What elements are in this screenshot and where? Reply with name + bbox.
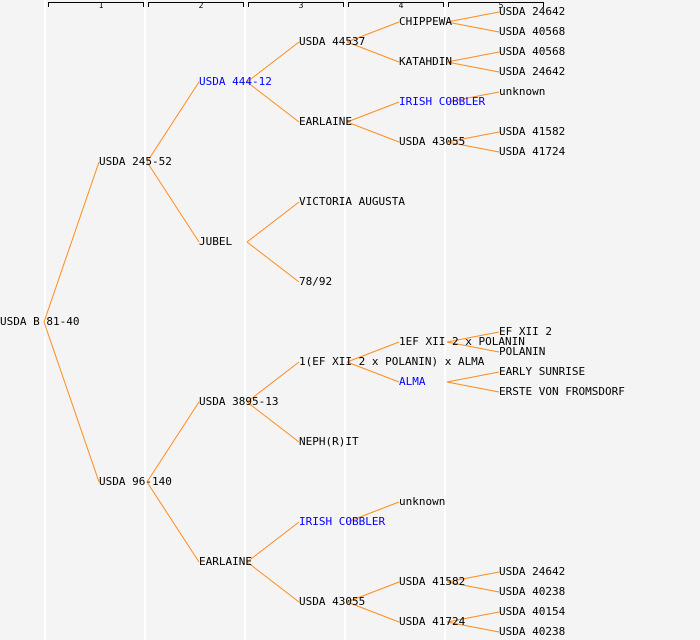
pedigree-link-line xyxy=(446,371,500,383)
pedigree-link-line xyxy=(446,571,500,583)
generation-bracket xyxy=(448,2,544,7)
generation-bracket xyxy=(348,2,444,7)
pedigree-node: USDA 24642 xyxy=(499,65,566,78)
pedigree-node: USDA 24642 xyxy=(499,5,566,18)
pedigree-link-line xyxy=(446,381,500,393)
pedigree-node: EF XII 2 xyxy=(499,325,552,338)
pedigree-node: USDA 245-52 xyxy=(99,155,172,168)
generation-number-2: 2 xyxy=(198,1,204,10)
pedigree-link-line xyxy=(346,601,400,623)
pedigree-link-line xyxy=(446,61,500,73)
pedigree-link-line xyxy=(446,611,500,623)
pedigree-node: VICTORIA AUGUSTA xyxy=(299,195,405,208)
generation-number-1: 1 xyxy=(98,1,104,10)
column-divider xyxy=(344,0,346,640)
pedigree-node: USDA 41582 xyxy=(499,125,566,138)
pedigree-node: EARLY SUNRISE xyxy=(499,365,586,378)
pedigree-node: USDA 40568 xyxy=(499,25,566,38)
pedigree-link-line xyxy=(446,331,500,343)
pedigree-node: USDA 40154 xyxy=(499,605,566,618)
pedigree-link-line xyxy=(246,561,300,603)
generation-bracket xyxy=(248,2,344,7)
pedigree-node: unknown xyxy=(399,495,446,508)
pedigree-node: USDA 3895-13 xyxy=(199,395,279,408)
pedigree-node: CHIPPEWA xyxy=(399,15,452,28)
pedigree-link-line xyxy=(246,41,300,83)
pedigree-node: USDA 40238 xyxy=(499,625,566,638)
pedigree-link-line xyxy=(446,11,500,23)
pedigree-node: USDA 44537 xyxy=(299,35,366,48)
pedigree-link-line xyxy=(146,401,200,483)
pedigree-link-line xyxy=(346,341,400,363)
pedigree-node-link[interactable]: IRISH COBBLER xyxy=(299,515,386,528)
pedigree-link-line xyxy=(246,241,300,283)
pedigree-node: USDA 40568 xyxy=(499,45,566,58)
pedigree-node-link[interactable]: USDA 444-12 xyxy=(199,75,272,88)
pedigree-node: USDA 43055 xyxy=(299,595,366,608)
pedigree-node: USDA 41724 xyxy=(399,615,466,628)
pedigree-link-line xyxy=(446,341,500,353)
pedigree-node: USDA 41724 xyxy=(499,145,566,158)
pedigree-node: JUBEL xyxy=(199,235,233,248)
pedigree-link-line xyxy=(446,51,500,63)
generation-number-3: 3 xyxy=(298,1,304,10)
pedigree-link-line xyxy=(446,131,500,143)
pedigree-link-line xyxy=(246,201,300,243)
generation-number-5: 5 xyxy=(498,1,504,10)
pedigree-node-link[interactable]: IRISH COBBLER xyxy=(399,95,486,108)
pedigree-node: NEPH(R)IT xyxy=(299,435,359,448)
pedigree-link-line xyxy=(346,101,400,123)
pedigree-link-line xyxy=(146,161,200,243)
pedigree-node: 1EF XII 2 x POLANIN xyxy=(399,335,525,348)
column-divider xyxy=(144,0,146,640)
pedigree-link-line xyxy=(346,581,400,603)
pedigree-link-line xyxy=(346,121,400,143)
pedigree-node: USDA 96-140 xyxy=(99,475,172,488)
pedigree-link-line xyxy=(43,321,100,483)
column-divider xyxy=(244,0,246,640)
pedigree-link-line xyxy=(446,581,500,593)
pedigree-node: EARLAINE xyxy=(199,555,252,568)
pedigree-node: KATAHDIN xyxy=(399,55,452,68)
pedigree-node: unknown xyxy=(499,85,546,98)
pedigree-node: USDA 24642 xyxy=(499,565,566,578)
pedigree-node: ERSTE VON FROMSDORF xyxy=(499,385,625,398)
pedigree-link-line xyxy=(246,521,300,563)
generation-number-4: 4 xyxy=(398,1,404,10)
pedigree-link-line xyxy=(146,81,200,163)
pedigree-node: 78/92 xyxy=(299,275,333,288)
pedigree-node: USDA 41582 xyxy=(399,575,466,588)
pedigree-link-line xyxy=(346,501,400,523)
pedigree-link-line xyxy=(446,21,500,33)
pedigree-node: USDA 40238 xyxy=(499,585,566,598)
pedigree-node-link[interactable]: ALMA xyxy=(399,375,426,388)
pedigree-node: 1(EF XII 2 x POLANIN) x ALMA xyxy=(299,355,485,368)
pedigree-link-line xyxy=(446,621,500,633)
pedigree-node: USDA B 81-40 xyxy=(0,315,80,328)
pedigree-node: POLANIN xyxy=(499,345,546,358)
pedigree-link-line xyxy=(346,361,400,383)
pedigree-link-line xyxy=(346,41,400,63)
pedigree-link-line xyxy=(246,361,300,403)
pedigree-link-line xyxy=(43,161,100,323)
pedigree-link-line xyxy=(446,91,500,103)
pedigree-link-line xyxy=(246,401,300,443)
pedigree-node: USDA 43055 xyxy=(399,135,466,148)
generation-bracket xyxy=(148,2,244,7)
column-divider xyxy=(444,0,446,640)
pedigree-node: EARLAINE xyxy=(299,115,352,128)
generation-bracket xyxy=(48,2,144,7)
pedigree-link-line xyxy=(446,141,500,153)
pedigree-link-line xyxy=(346,21,400,43)
pedigree-link-line xyxy=(146,481,200,563)
pedigree-link-line xyxy=(246,81,300,123)
